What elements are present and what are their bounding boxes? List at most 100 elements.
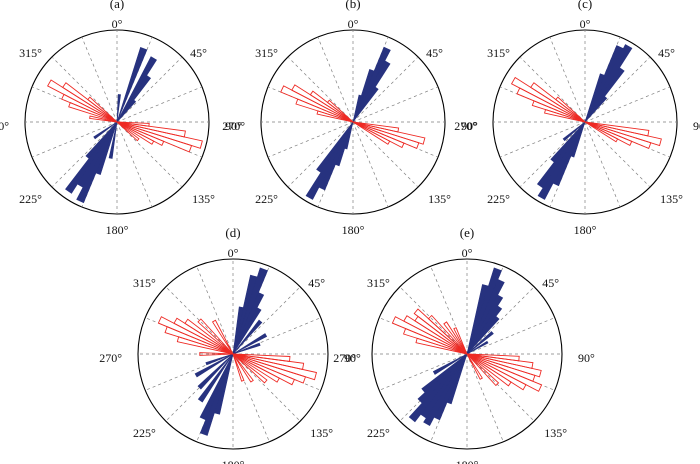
angle-label-b: 45°: [426, 46, 443, 60]
angle-label-c: 270°: [454, 119, 477, 133]
angle-label-c: 135°: [660, 192, 683, 206]
panel-label-a: (a): [110, 0, 124, 11]
angle-label-b: 135°: [428, 192, 451, 206]
angle-label-b: 90°: [461, 119, 478, 133]
radial-gridline-e: [430, 266, 468, 355]
angle-label-d: 270°: [99, 351, 122, 365]
radial-gridline-d: [165, 353, 234, 422]
blue-petal-e: [466, 315, 500, 355]
blue-petal-a: [116, 99, 137, 123]
rose-panel-a: 0° 45° 90° 135° 180° 225° 270° 315° (a): [0, 0, 242, 237]
blue-petal-d: [194, 353, 234, 378]
red-petal-d: [197, 318, 234, 355]
angle-label-a: 225°: [19, 192, 42, 206]
angle-label-d: 90°: [344, 351, 361, 365]
angle-label-e: 315°: [367, 276, 390, 290]
angle-label-e: 90°: [578, 351, 595, 365]
red-petal-b: [326, 99, 354, 123]
red-petal-d: [232, 353, 280, 383]
red-petal-e: [466, 353, 483, 380]
angle-label-c: 0°: [580, 17, 591, 31]
red-petal-a: [116, 121, 140, 142]
angle-label-d: 180°: [222, 458, 245, 464]
red-petal-c: [584, 121, 619, 143]
blue-petal-c: [570, 121, 586, 158]
angle-label-d: 315°: [133, 276, 156, 290]
blue-petal-e: [421, 353, 468, 393]
radial-gridline-e: [466, 317, 555, 355]
red-petal-b: [352, 121, 400, 133]
red-petal-e: [427, 314, 468, 355]
blue-petal-a: [93, 121, 118, 140]
blue-petal-d: [232, 306, 244, 355]
radial-gridline-e: [399, 353, 468, 422]
angle-label-e: 225°: [367, 426, 390, 440]
angle-label-b: 315°: [255, 46, 278, 60]
red-petal-c: [555, 96, 586, 123]
blue-petal-e: [432, 353, 468, 375]
radial-gridline-e: [466, 353, 535, 422]
radial-gridline-d: [232, 286, 301, 355]
blue-petal-b: [344, 121, 354, 150]
blue-petal-d: [205, 353, 234, 366]
angle-label-a: 315°: [19, 46, 42, 60]
red-petal-e: [466, 353, 512, 387]
blue-petal-a: [108, 121, 118, 159]
angle-label-a: 90°: [225, 119, 242, 133]
angle-label-d: 135°: [310, 426, 333, 440]
angle-label-c: 315°: [487, 46, 510, 60]
red-petal-d: [184, 318, 234, 355]
radial-gridline-e: [466, 286, 535, 355]
blue-petal-d: [232, 319, 263, 355]
angle-label-e: 45°: [542, 276, 559, 290]
red-petal-b: [316, 110, 354, 123]
red-petal-d: [232, 353, 268, 384]
angle-label-e: 270°: [333, 351, 356, 365]
angle-label-b: 225°: [255, 192, 278, 206]
radial-gridline-e: [466, 353, 504, 442]
angle-label-b: 180°: [342, 223, 365, 237]
blue-petal-c: [562, 121, 586, 142]
blue-petal-d: [197, 353, 234, 403]
red-petal-d: [211, 319, 234, 355]
angle-label-c: 225°: [487, 192, 510, 206]
angle-label-c: 45°: [658, 46, 675, 60]
blue-petal-c: [584, 73, 605, 123]
radial-gridline-d: [145, 353, 234, 391]
angle-label-e: 135°: [544, 426, 567, 440]
radial-gridline-e: [399, 286, 468, 355]
blue-petal-a: [85, 121, 118, 159]
angle-label-d: 225°: [133, 426, 156, 440]
red-petal-a: [116, 121, 150, 127]
blue-petal-b: [352, 94, 362, 123]
angle-label-a: 180°: [106, 223, 129, 237]
red-petal-a: [116, 121, 155, 145]
blue-petal-b: [352, 86, 379, 123]
blue-petal-a: [116, 94, 121, 123]
red-petal-d: [199, 352, 234, 356]
rose-panel-d: 0° 45° 90° 135° 180° 225° 270° 315° (d): [99, 225, 361, 464]
radial-gridline-d: [232, 353, 270, 442]
red-petal-d: [232, 353, 245, 382]
red-petal-e: [443, 321, 468, 355]
blue-petal-d: [232, 333, 268, 355]
angle-label-d: 0°: [228, 246, 239, 260]
rose-panel-b: 0° 45° 90° 135° 180° 225° 270° 315° (b): [222, 0, 478, 237]
blue-petal-d: [232, 307, 262, 355]
angle-label-d: 45°: [308, 276, 325, 290]
blue-petal-d: [199, 353, 234, 421]
radial-gridline-d: [165, 286, 234, 355]
red-petal-b: [352, 121, 391, 145]
angle-label-a: 135°: [192, 192, 215, 206]
outer-circle-d: [137, 258, 329, 450]
panel-label-b: (b): [345, 0, 360, 11]
blue-petal-b: [316, 121, 354, 173]
red-petal-d: [232, 353, 254, 383]
blue-petal-d: [197, 353, 234, 390]
radial-gridline-d: [232, 353, 301, 422]
angle-label-e: 180°: [456, 458, 479, 464]
red-petal-a: [89, 115, 118, 123]
red-petal-e: [466, 353, 500, 387]
blue-petal-e: [466, 340, 489, 355]
